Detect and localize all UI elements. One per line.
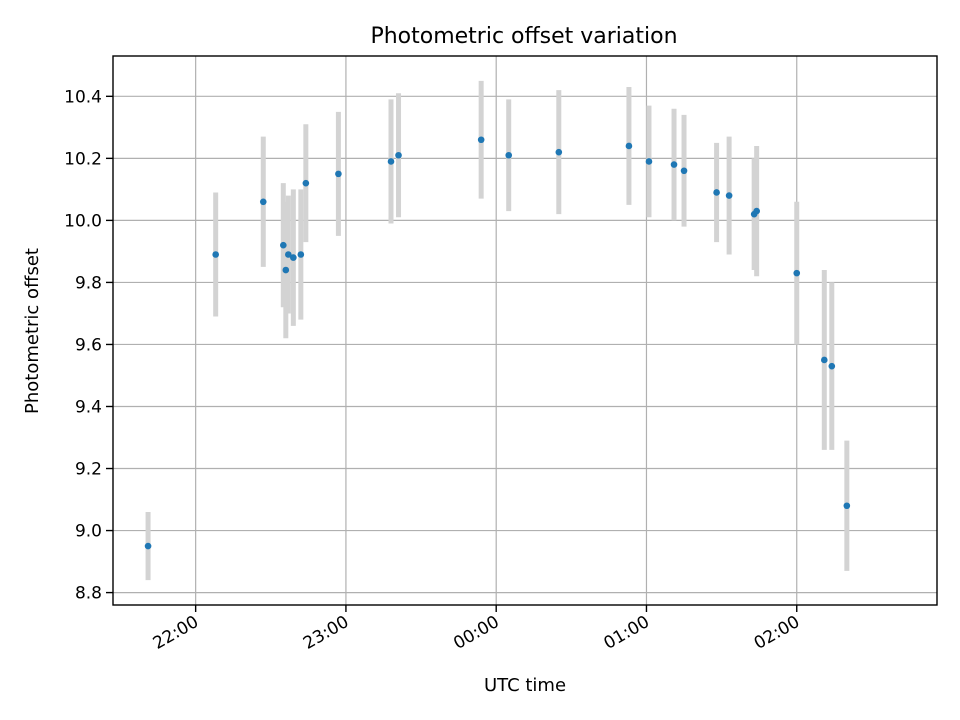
y-tick-label: 10.2 xyxy=(64,149,102,169)
data-point xyxy=(285,251,292,258)
data-point xyxy=(828,362,836,370)
data-point xyxy=(793,269,801,277)
y-tick-label: 9.4 xyxy=(75,397,102,417)
y-tick-label: 9.2 xyxy=(75,460,102,480)
data-point xyxy=(713,189,720,196)
x-tick-label: 00:00 xyxy=(450,612,502,654)
data-point xyxy=(212,251,219,258)
data-point xyxy=(259,198,267,206)
y-tick-label: 9.6 xyxy=(75,335,102,355)
data-point xyxy=(280,241,287,249)
data-point xyxy=(477,136,485,144)
data-point xyxy=(625,142,633,150)
data-point xyxy=(725,192,733,199)
y-axis-label: Photometric offset xyxy=(22,248,43,414)
data-point xyxy=(670,161,678,168)
data-point xyxy=(753,207,760,215)
data-point xyxy=(290,254,297,261)
data-point xyxy=(282,266,290,274)
data-point xyxy=(645,158,653,165)
chart-title: Photometric offset variation xyxy=(370,24,677,49)
data-point xyxy=(820,356,828,364)
plot-frame xyxy=(112,55,938,606)
x-tick-label: 23:00 xyxy=(300,612,352,654)
x-tick-label: 01:00 xyxy=(601,612,653,654)
error-bars xyxy=(145,80,850,581)
data-points xyxy=(144,136,851,550)
data-point xyxy=(335,170,342,178)
y-tick-label: 10.4 xyxy=(64,87,102,107)
y-tick-label: 9.0 xyxy=(75,522,102,542)
data-point xyxy=(555,148,563,156)
data-point xyxy=(387,158,395,165)
data-point xyxy=(302,179,310,187)
grid xyxy=(113,56,937,605)
y-tick-label: 8.8 xyxy=(75,584,102,604)
y-tick-label: 9.8 xyxy=(75,273,102,293)
data-point xyxy=(843,502,851,510)
data-point xyxy=(505,151,513,159)
x-tick-label: 02:00 xyxy=(751,612,803,654)
data-point xyxy=(680,167,688,175)
x-tick-label: 22:00 xyxy=(150,612,202,654)
x-axis-label: UTC time xyxy=(484,675,566,696)
data-point xyxy=(395,151,402,159)
y-tick-label: 10.0 xyxy=(64,211,102,231)
data-point xyxy=(297,251,305,258)
axis-ticks: 8.8 9.0 9.2 9.4 9.6 9.8 10.0 10.2 10.4 22:00 23:00… xyxy=(64,87,803,654)
data-point xyxy=(144,542,152,550)
